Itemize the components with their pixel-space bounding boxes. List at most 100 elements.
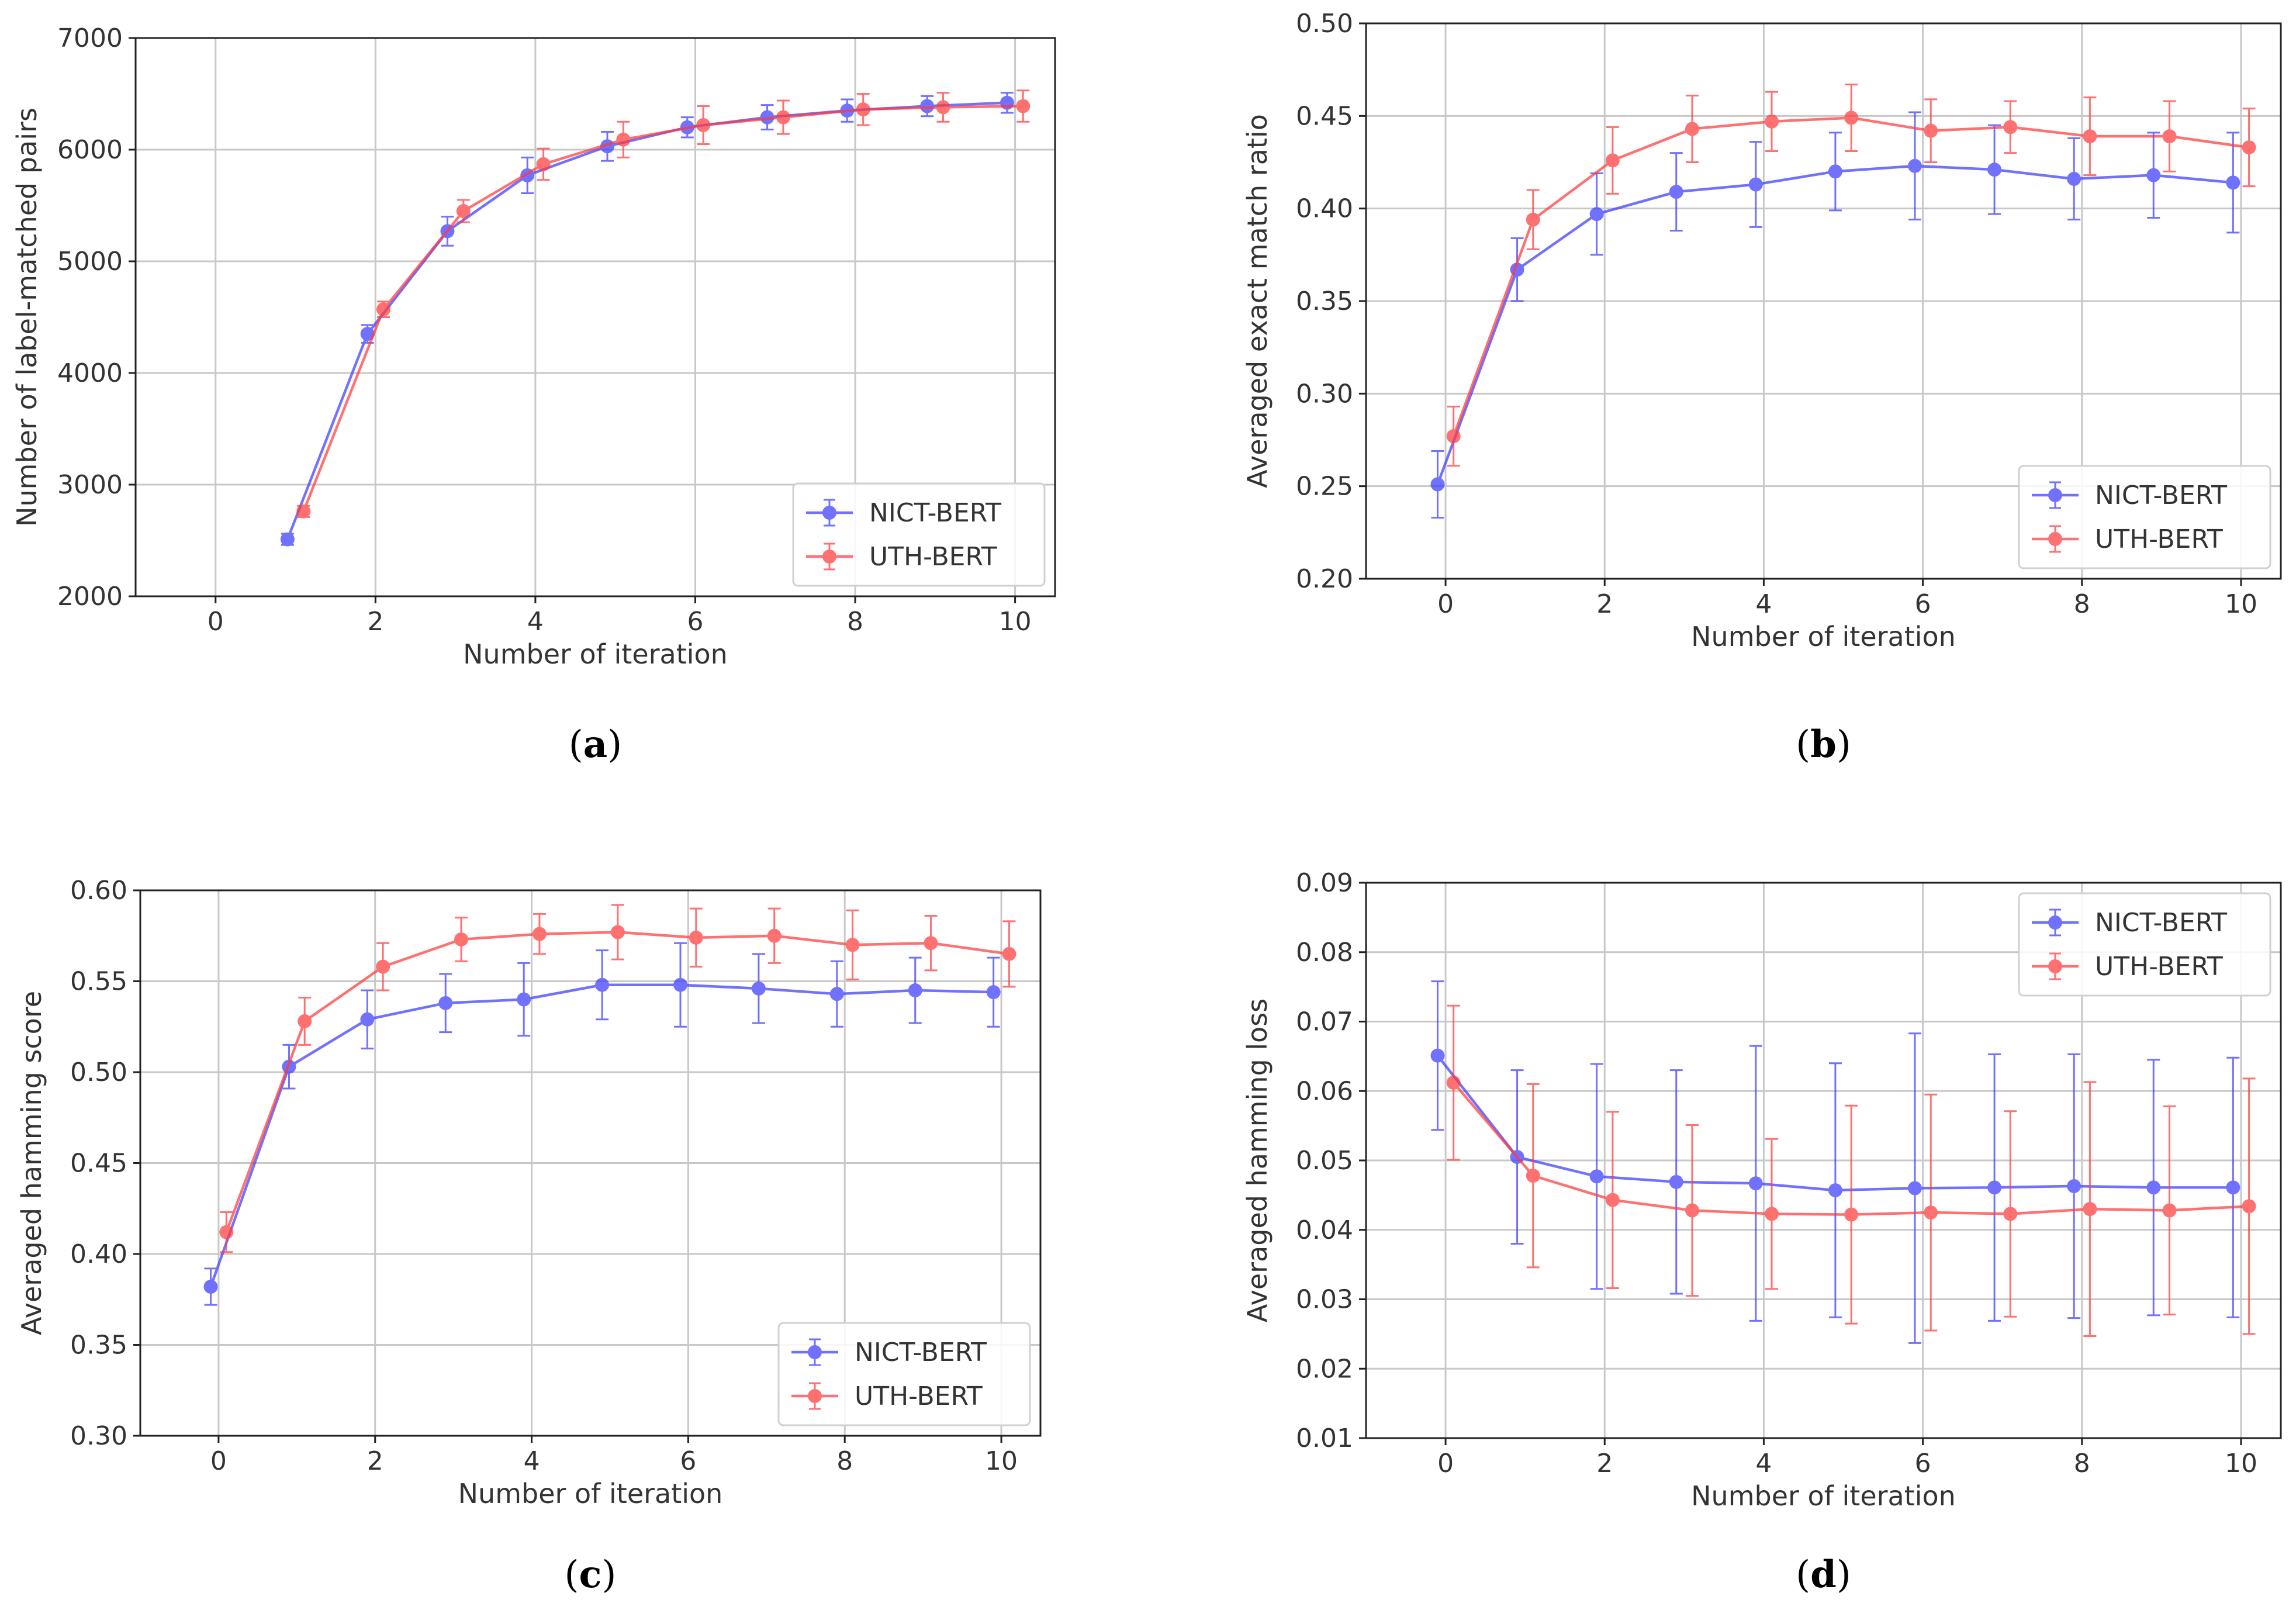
x-tick-label: 2 — [367, 1446, 383, 1476]
data-point — [2083, 129, 2097, 144]
y-axis-title: Averaged hamming loss — [1242, 998, 1273, 1322]
y-tick-label: 0.02 — [1296, 1354, 1353, 1384]
y-tick-label: 2000 — [57, 582, 123, 611]
legend-marker-sample — [822, 506, 836, 520]
series-nict-bert — [1430, 980, 2240, 1344]
legend-entry-handle — [791, 1382, 838, 1410]
data-point — [1669, 185, 1683, 199]
y-axis-title: Number of label-matched pairs — [11, 108, 43, 527]
y-tick-label: 0.03 — [1296, 1285, 1353, 1315]
data-point — [936, 100, 950, 115]
data-point — [2067, 172, 2081, 186]
legend-label: NICT-BERT — [855, 1338, 987, 1367]
y-tick-label: 0.30 — [1296, 379, 1353, 409]
data-point — [360, 1012, 375, 1027]
data-point — [908, 983, 922, 998]
data-point — [1765, 114, 1779, 129]
data-point — [2146, 1180, 2161, 1195]
legend-entry-handle — [2032, 525, 2079, 553]
panel-label-close: ) — [1837, 723, 1851, 766]
x-tick-label: 2 — [367, 607, 383, 637]
data-point — [673, 977, 687, 992]
plot-area-frame — [134, 37, 1056, 597]
data-point — [2003, 120, 2018, 134]
series-line — [302, 105, 1023, 512]
data-point — [438, 996, 453, 1010]
legend-frame — [777, 1322, 1031, 1426]
data-point — [920, 99, 935, 113]
x-tick-label: 6 — [1915, 1449, 1931, 1478]
y-tick-label: 0.60 — [70, 876, 127, 906]
data-point — [1589, 1169, 1604, 1184]
data-point — [1908, 158, 1922, 173]
data-point — [1844, 1207, 1859, 1222]
data-point — [454, 932, 469, 946]
y-tick-label: 0.45 — [70, 1149, 127, 1179]
y-tick-label: 7000 — [57, 23, 123, 53]
data-point — [1526, 212, 1540, 227]
data-point — [689, 930, 703, 945]
x-tick-label: 2 — [1596, 1449, 1613, 1478]
data-point — [595, 977, 610, 992]
panel-label-letter: c — [579, 1553, 602, 1597]
y-tick-label: 0.50 — [70, 1058, 127, 1087]
data-point — [2146, 168, 2161, 182]
data-point — [2162, 1203, 2177, 1218]
y-tick-label: 0.35 — [1296, 286, 1353, 316]
chart-panel-c: 0 2 4 6 8 10 0.30 0.35 0.40 0.45 0.50 0.55 0.60 Numbe… — [16, 876, 1042, 1597]
x-tick-label: 10 — [2225, 589, 2257, 619]
data-point — [2242, 140, 2256, 155]
series-nict-bert — [1430, 111, 2240, 519]
data-point — [845, 938, 860, 952]
legend-label: NICT-BERT — [2095, 481, 2227, 510]
legend-label: NICT-BERT — [2095, 908, 2227, 938]
data-point — [2226, 1180, 2240, 1195]
legend-frame — [792, 482, 1046, 587]
data-point — [829, 987, 844, 1001]
data-point — [296, 504, 311, 519]
legend-marker-sample — [808, 1389, 822, 1403]
panel-label: (d) — [1796, 1553, 1851, 1597]
series-line — [209, 983, 994, 1287]
x-tick-label: 10 — [2225, 1449, 2257, 1478]
data-point — [760, 110, 774, 125]
panel-label-open: ( — [1796, 1553, 1810, 1597]
data-point — [536, 157, 551, 171]
legend: NICT-BERT UTH-BERT — [792, 482, 1046, 587]
x-axis-title: Number of iteration — [463, 638, 728, 670]
panel-label-close: ) — [601, 1553, 616, 1597]
x-axis-title: Number of iteration — [1691, 1480, 1956, 1512]
legend-marker-sample — [822, 550, 836, 564]
y-axis-title: Averaged exact match ratio — [1242, 114, 1273, 488]
x-tick-label: 8 — [2074, 1449, 2090, 1478]
x-tick-label: 0 — [208, 607, 224, 637]
panel-label-open: ( — [1796, 723, 1810, 766]
data-point — [1924, 1205, 1938, 1220]
y-tick-label: 4000 — [57, 358, 123, 388]
x-tick-label: 6 — [687, 607, 703, 637]
chart-panel-b: 0 2 4 6 8 10 0.20 0.25 0.30 0.35 0.40 0.45 0.50 Numbe… — [1242, 9, 2282, 766]
series-nict-bert — [203, 942, 1001, 1306]
x-tick-label: 2 — [1596, 589, 1613, 619]
y-tick-label: 0.05 — [1296, 1146, 1353, 1176]
panel-label: (a) — [569, 723, 622, 766]
series-uth-bert — [1446, 84, 2256, 467]
data-point — [1987, 1180, 2002, 1195]
data-point — [532, 927, 547, 941]
x-tick-label: 4 — [1755, 1449, 1772, 1478]
data-point — [1016, 99, 1031, 113]
x-tick-label: 6 — [680, 1446, 696, 1476]
series-uth-bert — [296, 89, 1031, 519]
legend-entry-handle — [806, 499, 853, 527]
x-tick-label: 4 — [524, 1446, 540, 1476]
series-line — [1452, 116, 2249, 437]
series-nict-bert — [280, 92, 1014, 547]
data-point — [376, 302, 391, 317]
data-point — [2162, 129, 2177, 144]
y-tick-label: 0.08 — [1296, 938, 1353, 968]
legend: NICT-BERT UTH-BERT — [2018, 465, 2271, 569]
data-point — [776, 110, 790, 125]
panel-label-close: ) — [1837, 1553, 1851, 1597]
